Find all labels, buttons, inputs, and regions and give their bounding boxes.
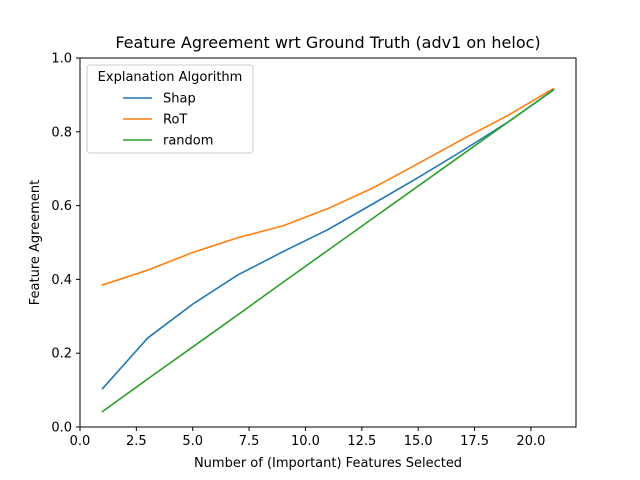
legend-label-rot: RoT xyxy=(163,113,187,128)
legend-box xyxy=(86,64,254,154)
plot-area xyxy=(101,87,555,413)
y-tick-label: 0.6 xyxy=(51,199,72,214)
y-axis-label: Feature Agreement xyxy=(28,180,43,305)
x-tick-label: 5.0 xyxy=(182,434,203,449)
series-line-rot xyxy=(101,87,555,286)
x-tick-label: 2.5 xyxy=(126,434,147,449)
legend-label-shap: Shap xyxy=(163,92,196,107)
x-tick-label: 10.0 xyxy=(291,434,320,449)
y-axis: 0.0 0.2 0.4 0.6 0.8 1.0 xyxy=(51,52,80,436)
x-tick-label: 17.5 xyxy=(460,434,489,449)
x-tick-label: 20.0 xyxy=(516,434,545,449)
legend-entries: Shap RoT random xyxy=(123,92,213,149)
x-tick-label: 0.0 xyxy=(70,434,91,449)
x-axis: 0.0 2.5 5.0 7.5 10.0 12.5 15.0 17.5 20.0 xyxy=(70,427,545,449)
x-tick-label: 7.5 xyxy=(239,434,260,449)
x-tick-label: 12.5 xyxy=(347,434,376,449)
series-line-shap xyxy=(101,88,555,390)
y-tick-label: 0.0 xyxy=(51,421,72,436)
x-tick-label: 15.0 xyxy=(404,434,433,449)
y-tick-label: 0.4 xyxy=(51,273,72,288)
legend-label-random: random xyxy=(163,134,213,149)
legend: Explanation Algorithm Shap RoT random xyxy=(86,64,254,154)
y-tick-label: 1.0 xyxy=(51,52,72,67)
y-tick-label: 0.2 xyxy=(51,347,72,362)
axes-frame xyxy=(79,57,577,428)
y-tick-label: 0.8 xyxy=(51,125,72,140)
series-line-random xyxy=(101,88,555,413)
x-axis-label: Number of (Important) Features Selected xyxy=(194,456,462,471)
chart-title: Feature Agreement wrt Ground Truth (adv1… xyxy=(115,33,540,52)
legend-title: Explanation Algorithm xyxy=(98,70,243,85)
